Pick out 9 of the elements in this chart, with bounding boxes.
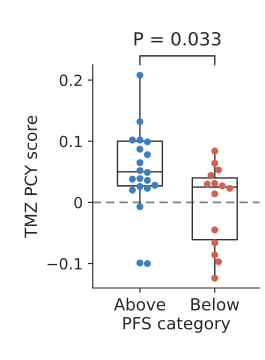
y-tick-label: 0.2 (60, 74, 82, 86)
y-tick-label: −0.1 (48, 258, 82, 270)
y-tick-label: 0.1 (60, 136, 82, 148)
x-tick-label: Above (114, 298, 166, 311)
text: P = 0.033 (134, 32, 220, 46)
y-tick-label: 0 (74, 196, 82, 208)
x-tick-label: Below (191, 298, 240, 311)
y-axis-title: TMZ PCY score (24, 116, 38, 238)
x-axis-title: PFS category (123, 316, 230, 333)
